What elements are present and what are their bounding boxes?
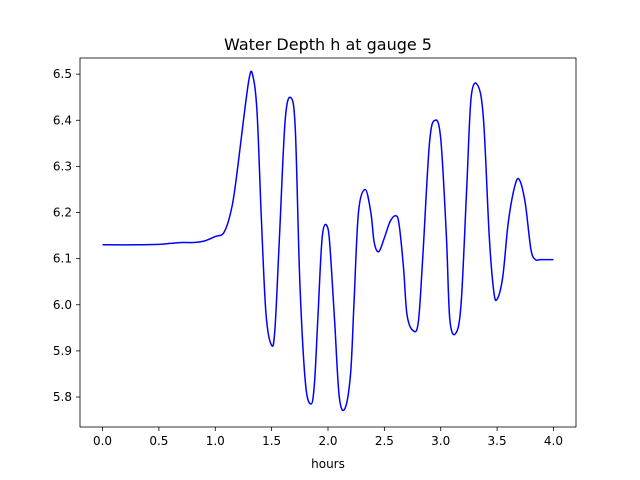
x-tick-label: 3.0 [431, 434, 450, 448]
y-tick-label: 6.1 [53, 252, 72, 266]
series-line-0 [102, 70, 554, 412]
plot-area [102, 70, 554, 412]
x-axis-label: hours [311, 457, 345, 471]
x-tick-label: 2.0 [318, 434, 337, 448]
y-tick-label: 6.0 [53, 298, 72, 312]
y-tick-label: 6.3 [53, 159, 72, 173]
x-tick-label: 1.5 [262, 434, 281, 448]
x-tick-label: 0.0 [93, 434, 112, 448]
x-tick-label: 2.5 [375, 434, 394, 448]
y-tick-label: 5.9 [53, 344, 72, 358]
x-tick-label: 3.5 [488, 434, 507, 448]
y-tick-label: 6.4 [53, 113, 72, 127]
x-tick-label: 0.5 [149, 434, 168, 448]
x-tick-label: 1.0 [206, 434, 225, 448]
axes: 0.0 0.5 1.0 1.5 2.0 2.5 3.0 3.5 4.0 5.8 5.9 6.0 6.1 6… [53, 57, 577, 448]
x-tick-label: 4.0 [544, 434, 563, 448]
y-tick-label: 5.8 [53, 390, 72, 404]
chart-title: Water Depth h at gauge 5 [224, 35, 432, 54]
y-tick-label: 6.5 [53, 67, 72, 81]
y-tick-label: 6.2 [53, 206, 72, 220]
